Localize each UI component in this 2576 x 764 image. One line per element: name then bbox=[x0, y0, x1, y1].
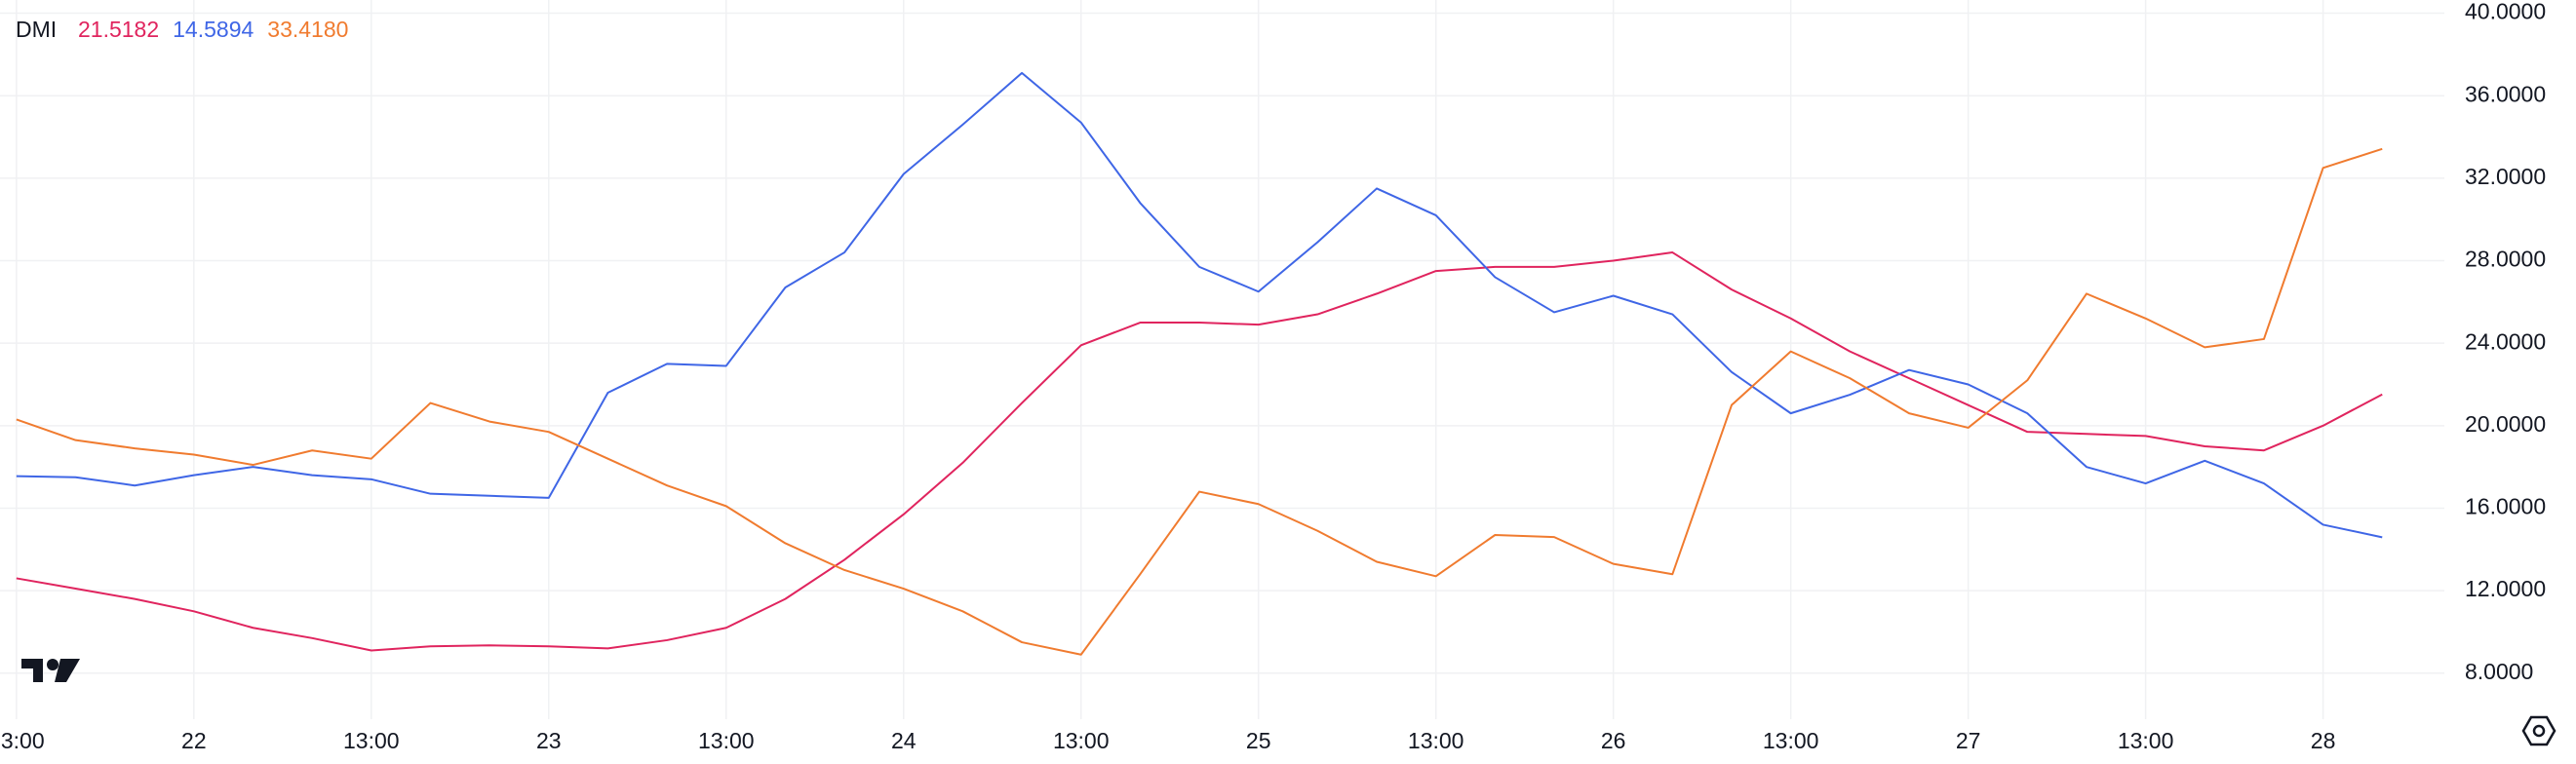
legend: DMI 21.5182 14.5894 33.4180 bbox=[16, 17, 348, 42]
x-tick-label: 13:00 bbox=[343, 728, 400, 753]
y-tick-label: 20.0000 bbox=[2465, 411, 2546, 437]
x-tick-label: 13:00 bbox=[1763, 728, 1819, 753]
x-tick-label: 27 bbox=[1956, 728, 1981, 753]
legend-value: 14.5894 bbox=[173, 17, 254, 42]
tradingview-logo bbox=[21, 659, 80, 682]
y-tick-label: 36.0000 bbox=[2465, 81, 2546, 106]
y-tick-label: 8.0000 bbox=[2465, 659, 2533, 684]
series-line bbox=[16, 71, 2383, 539]
series-line bbox=[16, 251, 2383, 652]
x-tick-label: 13:00 bbox=[2118, 728, 2174, 753]
x-tick-label: 24 bbox=[891, 728, 917, 753]
y-tick-label: 28.0000 bbox=[2465, 247, 2546, 272]
x-tick-label: 26 bbox=[1601, 728, 1626, 753]
indicator-title: DMI bbox=[16, 17, 57, 42]
x-tick-label: 13:00 bbox=[1053, 728, 1110, 753]
x-tick-label: 23 bbox=[536, 728, 562, 753]
y-tick-label: 32.0000 bbox=[2465, 164, 2546, 189]
x-tick-label: 13:00 bbox=[1408, 728, 1464, 753]
legend-value: 21.5182 bbox=[78, 17, 159, 42]
series-line bbox=[16, 147, 2383, 656]
y-tick-label: 40.0000 bbox=[2465, 0, 2546, 24]
y-tick-label: 16.0000 bbox=[2465, 494, 2546, 519]
plot bbox=[0, 0, 2444, 719]
x-tick-label: 28 bbox=[2311, 728, 2336, 753]
y-tick-label: 12.0000 bbox=[2465, 576, 2546, 601]
y-tick-label: 24.0000 bbox=[2465, 328, 2546, 354]
x-tick-label: 25 bbox=[1246, 728, 1271, 753]
x-tick-label: 13:00 bbox=[698, 728, 755, 753]
x-tick-label: 22 bbox=[181, 728, 207, 753]
legend-value: 33.4180 bbox=[267, 17, 348, 42]
x-tick-label: 13:00 bbox=[0, 728, 45, 753]
settings-icon[interactable] bbox=[2521, 715, 2556, 746]
